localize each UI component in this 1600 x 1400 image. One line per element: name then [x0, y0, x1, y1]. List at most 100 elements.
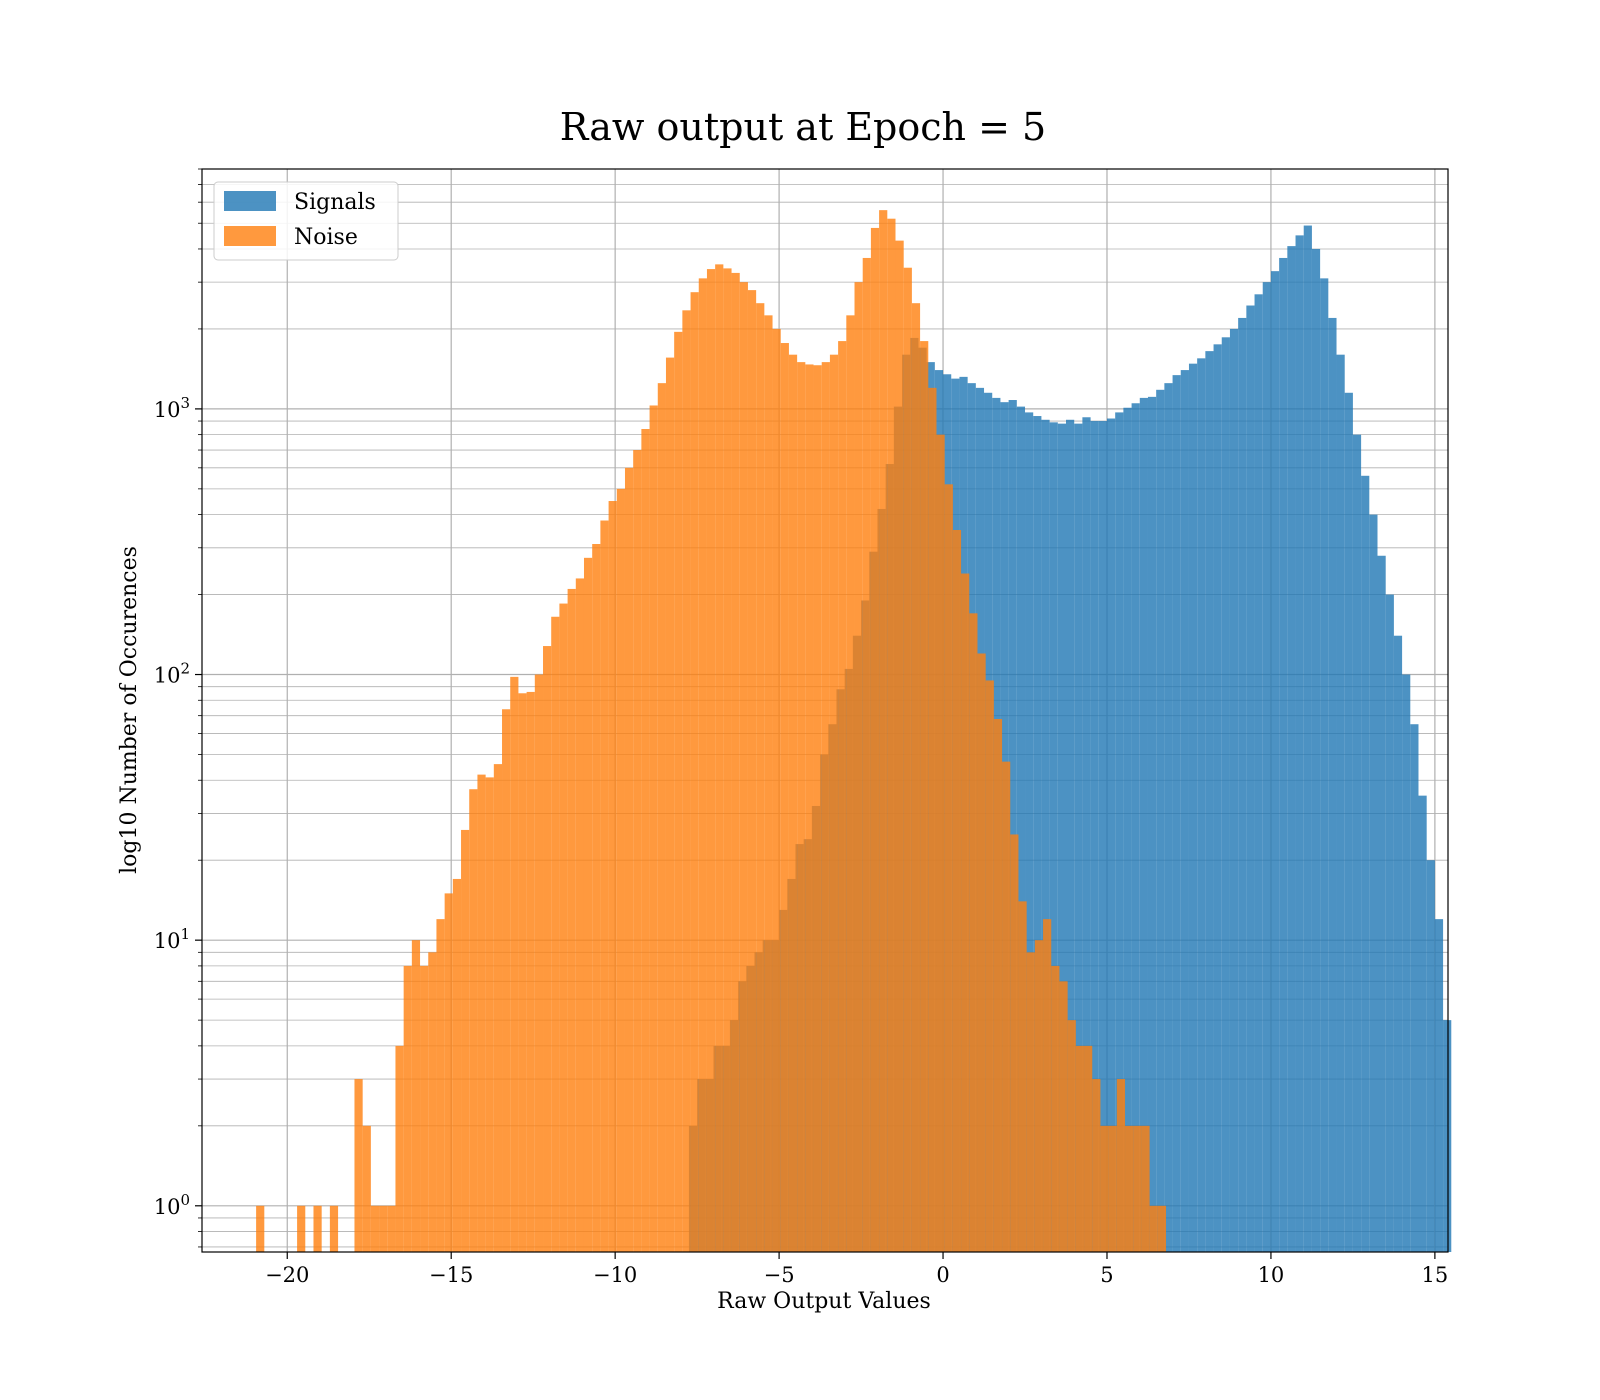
x-tick-label: −20 [265, 1263, 309, 1287]
x-tick-label: −5 [764, 1263, 795, 1287]
histogram-bar [379, 1205, 388, 1252]
histogram-bar [911, 303, 921, 1252]
histogram-bar [502, 709, 511, 1252]
histogram-bar [1213, 344, 1222, 1252]
histogram-bar [797, 362, 806, 1252]
x-tick-label: 15 [1422, 1263, 1449, 1287]
histogram-bar [411, 940, 421, 1252]
x-tick-label: −10 [593, 1263, 637, 1287]
histogram-bar [1402, 674, 1411, 1252]
histogram-bar [657, 383, 666, 1252]
histogram-bar [608, 501, 617, 1252]
histogram-bar [633, 450, 642, 1252]
histogram-bar [649, 405, 658, 1252]
histogram-bar [1246, 305, 1255, 1252]
series-noise [256, 210, 1167, 1253]
histogram-bar [1139, 397, 1148, 1252]
axis-ticks: −20 −15 −10 −5 0 5 10 15 100 101 102 103 [154, 168, 1449, 1287]
histogram-bar [731, 272, 740, 1253]
histogram-bar [1295, 235, 1304, 1252]
histogram-bar [764, 315, 773, 1252]
histogram-bar [1092, 1079, 1101, 1252]
histogram-bar [747, 290, 757, 1253]
histogram-bar [952, 530, 962, 1252]
histogram-bar [1205, 351, 1214, 1252]
plot-frame [201, 168, 1449, 1253]
histogram-bar [534, 674, 544, 1252]
histogram-bar [428, 952, 437, 1252]
histogram-bar [1180, 370, 1189, 1253]
histogram-bar [510, 676, 519, 1252]
histogram-bar [993, 719, 1003, 1252]
x-tick-label: 0 [936, 1263, 949, 1287]
histogram-bar [1018, 901, 1027, 1252]
histogram-bar [461, 829, 470, 1252]
y-axis-label: log10 Number of Occurences [117, 546, 142, 874]
histogram-bar [821, 362, 830, 1252]
histogram-bar [805, 364, 814, 1252]
histogram-bar [624, 467, 634, 1252]
histogram-bar [313, 1205, 322, 1252]
histogram-bar [1131, 403, 1140, 1252]
histogram-bar [829, 354, 839, 1252]
histogram-bar [887, 218, 896, 1252]
histogram-bar [256, 1205, 265, 1252]
histogram-bar [903, 267, 912, 1252]
histogram-bar [1100, 1125, 1109, 1252]
histogram-bar [698, 278, 707, 1253]
histogram-bar [1133, 1125, 1142, 1252]
histogram-bar [1034, 940, 1044, 1252]
legend-label-noise: Noise [294, 225, 358, 250]
histogram-bar [969, 613, 978, 1252]
histogram-bar [674, 331, 683, 1253]
histogram-bar [1393, 635, 1403, 1252]
histogram-bar [739, 282, 748, 1252]
histogram-bar [592, 544, 601, 1252]
histogram-bar [1311, 248, 1321, 1253]
histogram-bar [1090, 421, 1099, 1252]
histogram-bar [1164, 383, 1173, 1252]
histogram-bar [846, 315, 855, 1252]
histogram-bar [1369, 514, 1378, 1252]
histogram-bar [1026, 952, 1035, 1252]
histogram-bar [362, 1125, 371, 1252]
histogram-bar [1385, 594, 1394, 1252]
x-tick-label: 10 [1258, 1263, 1285, 1287]
y-tick-label: 102 [154, 660, 190, 688]
histogram-bar [526, 691, 535, 1252]
histogram-bar [756, 303, 765, 1252]
y-tick-label: 101 [154, 925, 190, 953]
histogram-bar [1041, 419, 1050, 1252]
histogram-bar [1066, 419, 1075, 1252]
histogram-bar [387, 1205, 396, 1252]
histogram-bar [1147, 396, 1157, 1252]
histogram-bar [895, 240, 904, 1253]
histogram-bar [1443, 1020, 1452, 1252]
histogram-bar [1157, 1205, 1167, 1252]
histogram-bar [862, 257, 871, 1252]
histogram-bar [780, 343, 789, 1252]
histogram-bar [1108, 1125, 1117, 1252]
histogram-bar [690, 292, 699, 1252]
histogram-bar [1016, 406, 1026, 1252]
histogram-bar [928, 387, 937, 1253]
histogram-bar [1075, 1045, 1085, 1252]
histogram-bar [329, 1205, 339, 1252]
histogram-bar [1049, 422, 1058, 1253]
x-tick-label: 5 [1100, 1263, 1113, 1287]
histogram-bar [370, 1205, 380, 1252]
legend: Signals Noise [213, 181, 399, 261]
histogram-bar [1377, 555, 1386, 1252]
histogram-bar [1303, 225, 1312, 1252]
histogram-bar [772, 328, 781, 1253]
y-tick-label: 100 [154, 1191, 190, 1219]
histogram-bar [1197, 358, 1206, 1252]
histogram-bar [715, 264, 724, 1252]
histogram-bar [559, 603, 568, 1252]
histogram-bar [936, 434, 945, 1252]
histogram-bar [1033, 416, 1042, 1252]
histogram-bar [485, 777, 494, 1252]
legend-swatch-signals [224, 191, 276, 211]
histogram-bar [477, 774, 486, 1252]
histogram-bar [444, 893, 453, 1252]
